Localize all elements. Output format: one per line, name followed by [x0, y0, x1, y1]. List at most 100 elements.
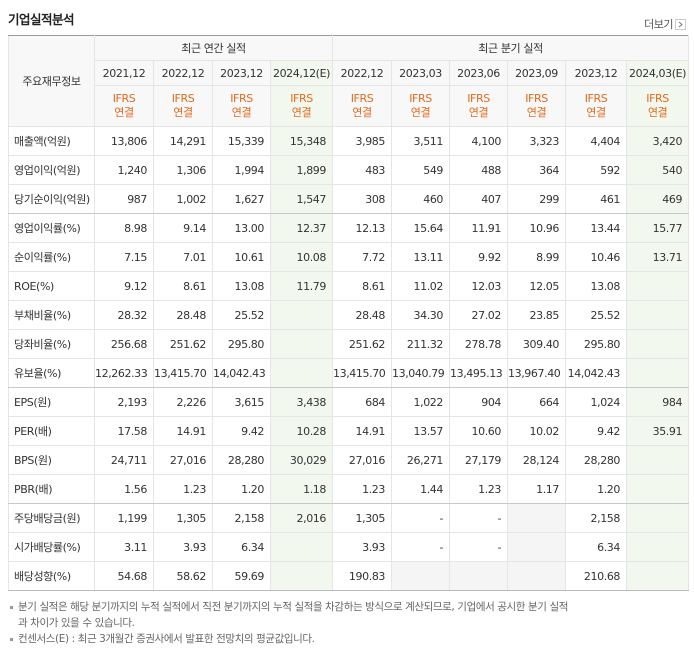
value-cell: 15,339	[212, 126, 271, 156]
row-label: 배당성향(%)	[8, 561, 95, 591]
more-link[interactable]: 더보기	[644, 16, 686, 32]
value-cell: 9.12	[94, 271, 154, 301]
value-cell: 28,124	[507, 445, 567, 475]
value-cell: 14.91	[153, 416, 213, 446]
value-cell: 13.57	[391, 416, 451, 446]
period-header: 2024,03(E)	[626, 60, 690, 86]
value-cell: 664	[507, 387, 567, 417]
row-label: 당좌비율(%)	[8, 329, 95, 359]
value-cell: 1.56	[94, 474, 154, 504]
header-row: 주요재무정보 최근 연간 실적 최근 분기 실적	[8, 35, 690, 127]
value-cell: 1,305	[153, 503, 213, 533]
value-cell: 3,615	[212, 387, 271, 417]
row-label: ROE(%)	[8, 271, 95, 301]
data-row: EPS(원) 2,193 2,226 3,615 3,438 684 1,022 904 664…	[8, 387, 690, 417]
value-cell: 9.92	[449, 242, 509, 272]
value-cell: 17.58	[94, 416, 154, 446]
empty-cell	[269, 532, 334, 562]
value-cell: 251.62	[332, 329, 393, 359]
value-cell: 13,967.40	[507, 358, 567, 388]
value-cell: 1,022	[391, 387, 451, 417]
basis-scope: 연결	[468, 106, 489, 119]
period-header: 2023,03	[391, 60, 451, 86]
empty-cell	[507, 532, 567, 562]
value-cell: 13.11	[391, 242, 451, 272]
value-cell: 1,199	[94, 503, 154, 533]
value-cell: 13.44	[565, 213, 628, 243]
value-cell: 15.64	[391, 213, 451, 243]
more-text[interactable]: 더보기	[644, 18, 673, 31]
basis-scope: 연결	[526, 106, 547, 119]
data-row: ROE(%) 9.12 8.61 13.08 11.79 8.61 11.02 12.03 12…	[8, 271, 690, 301]
value-cell: 3,323	[507, 126, 567, 156]
value-cell: 30,029	[269, 445, 334, 475]
value-cell: -	[449, 532, 509, 562]
basis-standard: IFRS	[112, 92, 136, 105]
value-cell: 10.96	[507, 213, 567, 243]
value-cell: 461	[565, 184, 628, 214]
basis-standard: IFRS	[230, 92, 253, 105]
value-cell: 1.18	[269, 474, 334, 504]
empty-cell	[626, 503, 690, 533]
value-cell: 13.00	[212, 213, 271, 243]
value-cell: -	[391, 503, 451, 533]
data-row: 영업이익률(%) 8.98 9.14 13.00 12.37 12.13 15.64 11.9…	[8, 213, 690, 243]
basis-header: IFRS 연결	[391, 85, 451, 127]
value-cell: 27,016	[153, 445, 213, 475]
basis-header: IFRS 연결	[153, 85, 213, 127]
value-cell: 28.48	[332, 300, 393, 330]
value-cell: 3,438	[269, 387, 334, 417]
value-cell: 2,158	[212, 503, 271, 533]
value-cell: 987	[94, 184, 154, 214]
value-cell: 28,280	[212, 445, 271, 475]
data-row: PER(배) 17.58 14.91 9.42 10.28 14.91 13.57 10.60…	[8, 416, 690, 446]
data-row: 유보율(%) 12,262.33 13,415.70 14,042.43 13,415.…	[8, 358, 690, 388]
value-cell: 54.68	[94, 561, 154, 591]
value-cell: 483	[332, 155, 393, 185]
section-header: 기업실적분석 더보기	[8, 8, 688, 32]
row-label: 매출액(억원)	[8, 126, 95, 156]
value-cell: 592	[565, 155, 628, 185]
value-cell: 256.68	[94, 329, 154, 359]
more-icon[interactable]	[675, 19, 686, 30]
value-cell: 1,305	[332, 503, 393, 533]
row-label: 부채비율(%)	[8, 300, 95, 330]
data-row: 매출액(억원) 13,806 14,291 15,339 15,348 3,985 3,51…	[8, 126, 690, 156]
value-cell: 904	[449, 387, 509, 417]
value-cell: 28.32	[94, 300, 154, 330]
basis-standard: IFRS	[467, 92, 490, 105]
basis-header: IFRS 연결	[565, 85, 628, 127]
group-header: 최근 연간 실적	[93, 35, 334, 61]
value-cell: 10.46	[565, 242, 628, 272]
value-cell: 1,994	[212, 155, 271, 185]
value-cell: 27,016	[332, 445, 393, 475]
basis-scope: 연결	[114, 106, 134, 119]
footnote: 분기 실적은 해당 분기까지의 누적 실적에서 직전 분기까지의 누적 실적을 …	[8, 599, 568, 631]
empty-cell	[626, 474, 690, 504]
value-cell: 58.62	[153, 561, 213, 591]
basis-header: IFRS 연결	[94, 85, 154, 127]
value-cell: 13,495.13	[449, 358, 509, 388]
value-cell: 3.11	[94, 532, 154, 562]
basis-header: IFRS 연결	[626, 85, 690, 127]
value-cell: 10.61	[212, 242, 271, 272]
value-cell: 10.60	[449, 416, 509, 446]
basis-scope: 연결	[410, 106, 431, 119]
basis-header: IFRS 연결	[212, 85, 271, 127]
period-header: 2021,12	[94, 60, 154, 86]
value-cell: 10.28	[269, 416, 334, 446]
empty-cell	[269, 358, 334, 388]
value-cell: 8.61	[153, 271, 213, 301]
value-cell: 14,042.43	[565, 358, 628, 388]
value-cell: 27,179	[449, 445, 509, 475]
value-cell: -	[449, 503, 509, 533]
value-cell: 13,415.70	[153, 358, 213, 388]
value-cell: 1.20	[565, 474, 628, 504]
value-cell: 488	[449, 155, 509, 185]
value-cell: 299	[507, 184, 567, 214]
value-cell: 9.42	[565, 416, 628, 446]
basis-standard: IFRS	[409, 92, 432, 105]
value-cell: 7.15	[94, 242, 154, 272]
